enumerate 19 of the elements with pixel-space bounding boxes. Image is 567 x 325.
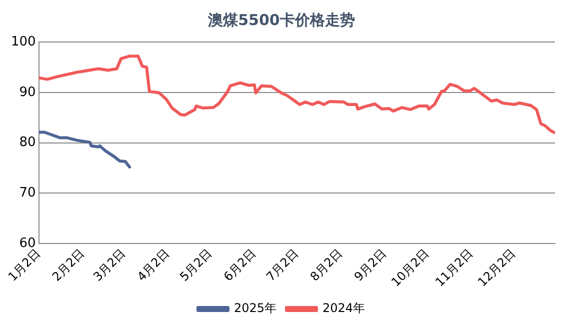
x-tick-label: 10月2日	[388, 246, 432, 290]
chart-title: 澳煤5500卡价格走势	[207, 10, 355, 29]
x-tick-label: 5月2日	[177, 246, 215, 284]
x-tick-label: 8月2日	[308, 246, 346, 284]
legend-label: 2024年	[322, 301, 366, 316]
x-tick-label: 11月2日	[432, 246, 476, 290]
x-tick-label: 2月2日	[49, 246, 88, 284]
y-tick-label: 100	[10, 34, 36, 50]
x-tick-label: 9月2日	[351, 246, 390, 284]
y-tick-label: 80	[19, 135, 36, 150]
x-tick-label: 6月2日	[221, 246, 259, 284]
y-tick-label: 90	[19, 84, 36, 100]
y-tick-label: 70	[19, 186, 36, 201]
x-tick-label: 3月2日	[90, 246, 128, 284]
legend-label: 2025年	[234, 301, 277, 316]
x-tick-label: 12月2日	[475, 246, 518, 290]
x-tick-label: 7月2日	[264, 246, 302, 284]
x-tick-label: 4月2日	[134, 246, 172, 284]
x-tick-label: 1月2日	[5, 246, 44, 284]
